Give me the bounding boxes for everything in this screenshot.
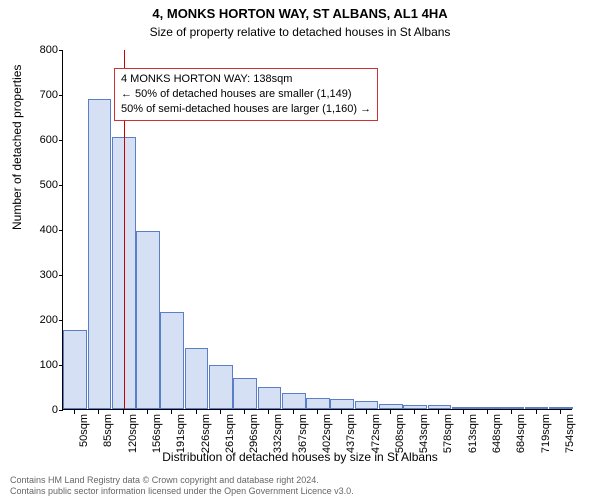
- x-tick-mark: [390, 410, 391, 414]
- x-tick-mark: [536, 410, 537, 414]
- histogram-bar: [355, 401, 379, 409]
- histogram-bar: [136, 231, 160, 409]
- x-tick-mark: [560, 410, 561, 414]
- x-tick-mark: [463, 410, 464, 414]
- histogram-bar: [330, 399, 354, 409]
- chart-area: 4 MONKS HORTON WAY: 138sqm ← 50% of deta…: [62, 50, 572, 410]
- x-tick-mark: [147, 410, 148, 414]
- x-tick-label: 191sqm: [175, 414, 187, 453]
- footer: Contains HM Land Registry data © Crown c…: [10, 475, 590, 498]
- y-tick-label: 600: [28, 134, 58, 146]
- x-tick-label: 648sqm: [491, 414, 503, 453]
- x-tick-mark: [341, 410, 342, 414]
- histogram-bar: [428, 405, 452, 409]
- histogram-bar: [525, 407, 549, 409]
- histogram-bar: [282, 393, 306, 409]
- x-tick-label: 543sqm: [418, 414, 430, 453]
- marker-callout: 4 MONKS HORTON WAY: 138sqm ← 50% of deta…: [114, 68, 378, 121]
- histogram-bar: [63, 330, 87, 409]
- y-axis-label: Number of detached properties: [10, 65, 24, 230]
- histogram-bar: [379, 404, 403, 409]
- footer-line1: Contains HM Land Registry data © Crown c…: [10, 475, 590, 487]
- y-tick-mark: [59, 410, 63, 411]
- page-title: 4, MONKS HORTON WAY, ST ALBANS, AL1 4HA: [0, 0, 600, 23]
- x-tick-mark: [511, 410, 512, 414]
- histogram-bar: [452, 407, 476, 409]
- y-tick-mark: [59, 230, 63, 231]
- x-tick-label: 120sqm: [127, 414, 139, 453]
- histogram-bar: [306, 398, 330, 409]
- histogram-bar: [209, 365, 233, 409]
- y-tick-mark: [59, 140, 63, 141]
- x-tick-mark: [123, 410, 124, 414]
- y-tick-mark: [59, 95, 63, 96]
- x-tick-mark: [414, 410, 415, 414]
- x-tick-label: 367sqm: [297, 414, 309, 453]
- x-tick-mark: [438, 410, 439, 414]
- x-tick-mark: [293, 410, 294, 414]
- x-tick-label: 613sqm: [467, 414, 479, 453]
- histogram-bar: [160, 312, 184, 409]
- y-tick-mark: [59, 50, 63, 51]
- histogram-bar: [258, 387, 282, 410]
- x-tick-label: 754sqm: [564, 414, 576, 453]
- x-tick-label: 402sqm: [321, 414, 333, 453]
- histogram-bar: [500, 407, 524, 409]
- x-tick-label: 719sqm: [540, 414, 552, 453]
- y-tick-label: 500: [28, 179, 58, 191]
- x-axis-label: Distribution of detached houses by size …: [0, 450, 600, 464]
- y-tick-label: 100: [28, 359, 58, 371]
- x-tick-mark: [268, 410, 269, 414]
- page-subtitle: Size of property relative to detached ho…: [0, 23, 600, 39]
- x-tick-mark: [366, 410, 367, 414]
- x-tick-label: 226sqm: [200, 414, 212, 453]
- x-tick-label: 332sqm: [272, 414, 284, 453]
- histogram-bar: [549, 407, 573, 409]
- histogram-bar: [476, 407, 500, 409]
- y-tick-mark: [59, 320, 63, 321]
- x-tick-mark: [171, 410, 172, 414]
- x-tick-label: 296sqm: [248, 414, 260, 453]
- x-tick-label: 508sqm: [394, 414, 406, 453]
- x-tick-label: 156sqm: [151, 414, 163, 453]
- y-tick-mark: [59, 275, 63, 276]
- y-tick-label: 300: [28, 269, 58, 281]
- x-tick-label: 85sqm: [102, 414, 114, 447]
- y-tick-label: 400: [28, 224, 58, 236]
- x-tick-label: 578sqm: [442, 414, 454, 453]
- x-tick-mark: [196, 410, 197, 414]
- footer-line2: Contains public sector information licen…: [10, 486, 590, 498]
- x-tick-mark: [220, 410, 221, 414]
- y-tick-label: 0: [28, 404, 58, 416]
- x-tick-mark: [487, 410, 488, 414]
- histogram-bar: [233, 378, 257, 410]
- x-tick-mark: [244, 410, 245, 414]
- y-tick-label: 800: [28, 44, 58, 56]
- callout-line2: ← 50% of detached houses are smaller (1,…: [121, 87, 371, 102]
- x-tick-label: 684sqm: [515, 414, 527, 453]
- histogram-bar: [403, 405, 427, 410]
- y-tick-label: 700: [28, 89, 58, 101]
- histogram-bar: [185, 348, 209, 409]
- chart-container: 4, MONKS HORTON WAY, ST ALBANS, AL1 4HA …: [0, 0, 600, 500]
- x-tick-label: 472sqm: [370, 414, 382, 453]
- x-tick-label: 437sqm: [345, 414, 357, 453]
- histogram-bar: [88, 99, 112, 410]
- x-tick-label: 261sqm: [224, 414, 236, 453]
- y-tick-mark: [59, 185, 63, 186]
- callout-line3: 50% of semi-detached houses are larger (…: [121, 102, 371, 117]
- x-tick-mark: [317, 410, 318, 414]
- x-tick-label: 50sqm: [78, 414, 90, 447]
- callout-line1: 4 MONKS HORTON WAY: 138sqm: [121, 72, 371, 87]
- y-tick-label: 200: [28, 314, 58, 326]
- x-tick-mark: [98, 410, 99, 414]
- x-tick-mark: [74, 410, 75, 414]
